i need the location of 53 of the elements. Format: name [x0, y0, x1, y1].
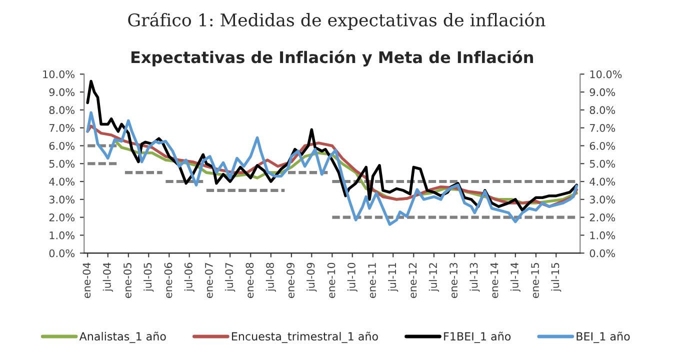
- legend-label: F1BEI_1 año: [444, 332, 511, 343]
- x-tick-label: ene-10: [327, 262, 336, 298]
- text: Gráfico 1: Medidas de expectativas de inflación: [128, 12, 546, 30]
- x-tick-label: ene-05: [124, 263, 132, 298]
- legend-label: Analistas_1 año: [79, 332, 166, 343]
- y-tick-label: 3.0%: [49, 196, 75, 204]
- y-tick-label: 0.0%: [49, 249, 75, 258]
- legend-label: Encuesta_trimestral_1 año: [232, 332, 378, 343]
- y-tick-label: 5.0%: [49, 160, 75, 168]
- y2-tick-label: 1.0%: [590, 231, 616, 240]
- x-tick-label: jul-08: [266, 262, 276, 292]
- x-tick-label: jul-05: [144, 263, 154, 292]
- x-tick-label: ene-14: [490, 262, 498, 298]
- x-tick-label: jul-10: [347, 262, 358, 292]
- x-tick-label: jul-09: [306, 262, 317, 292]
- y2-tick-label: 2.0%: [590, 214, 616, 222]
- x-tick-label: ene-13: [450, 262, 458, 298]
- y-tick-label: 7.0%: [49, 124, 75, 132]
- y2-tick-label: 0.0%: [590, 249, 616, 258]
- y2-tick-label: 3.0%: [590, 196, 616, 204]
- x-tick-label: jul-15: [551, 263, 562, 292]
- y-tick-label: 10.0%: [43, 70, 75, 78]
- y-tick-label: 4.0%: [49, 178, 75, 186]
- y-tick-label: 9.0%: [49, 88, 75, 96]
- x-tick-label: ene-09: [286, 262, 294, 298]
- y-tick-label: 6.0%: [49, 142, 75, 150]
- y2-tick-label: 5.0%: [590, 160, 616, 168]
- x-tick-label: ene-06: [164, 262, 172, 298]
- y2-tick-label: 7.0%: [590, 124, 616, 132]
- y-tick-label: 8.0%: [49, 106, 75, 114]
- x-tick-label: jul-06: [184, 262, 194, 292]
- x-tick-label: jul-12: [428, 263, 439, 292]
- x-tick-label: ene-07: [205, 263, 213, 298]
- legend-label: BEI_1 año: [576, 332, 630, 343]
- x-tick-label: ene-12: [408, 263, 417, 298]
- y2-tick-label: 10.0%: [590, 70, 622, 78]
- y2-tick-label: 8.0%: [590, 106, 616, 114]
- x-tick-label: jul-13: [470, 262, 480, 292]
- x-tick-label: jul-14: [510, 262, 520, 292]
- y2-tick-label: 4.0%: [590, 178, 616, 186]
- x-tick-label: jul-04: [102, 262, 113, 292]
- x-tick-label: ene-04: [82, 262, 91, 298]
- y2-tick-label: 6.0%: [590, 142, 616, 150]
- x-tick-label: ene-08: [246, 262, 254, 298]
- x-tick-label: ene-15: [531, 263, 539, 298]
- y2-tick-label: 9.0%: [590, 88, 616, 96]
- x-tick-label: jul-11: [388, 263, 398, 292]
- x-tick-label: ene-11: [368, 263, 376, 298]
- chart-title: Expectativas de Inflación y Meta de Inflación: [131, 50, 533, 66]
- y-tick-label: 1.0%: [50, 231, 75, 240]
- line-series: [86, 111, 578, 226]
- x-tick-label: jul-07: [225, 263, 236, 292]
- y-tick-label: 2.0%: [49, 214, 75, 222]
